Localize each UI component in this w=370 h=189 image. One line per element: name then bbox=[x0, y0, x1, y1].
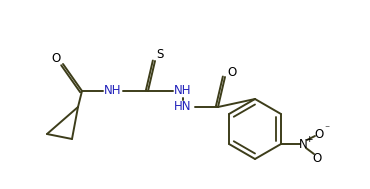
Text: O: O bbox=[314, 128, 324, 140]
Text: N: N bbox=[299, 138, 307, 150]
Text: NH: NH bbox=[104, 84, 122, 98]
Text: NH: NH bbox=[174, 84, 192, 98]
Text: HN: HN bbox=[174, 101, 192, 114]
Text: +: + bbox=[305, 135, 313, 143]
Text: O: O bbox=[51, 53, 61, 66]
Text: O: O bbox=[228, 66, 237, 78]
Text: S: S bbox=[156, 49, 164, 61]
Text: ⁻: ⁻ bbox=[324, 124, 330, 134]
Text: O: O bbox=[312, 152, 322, 164]
